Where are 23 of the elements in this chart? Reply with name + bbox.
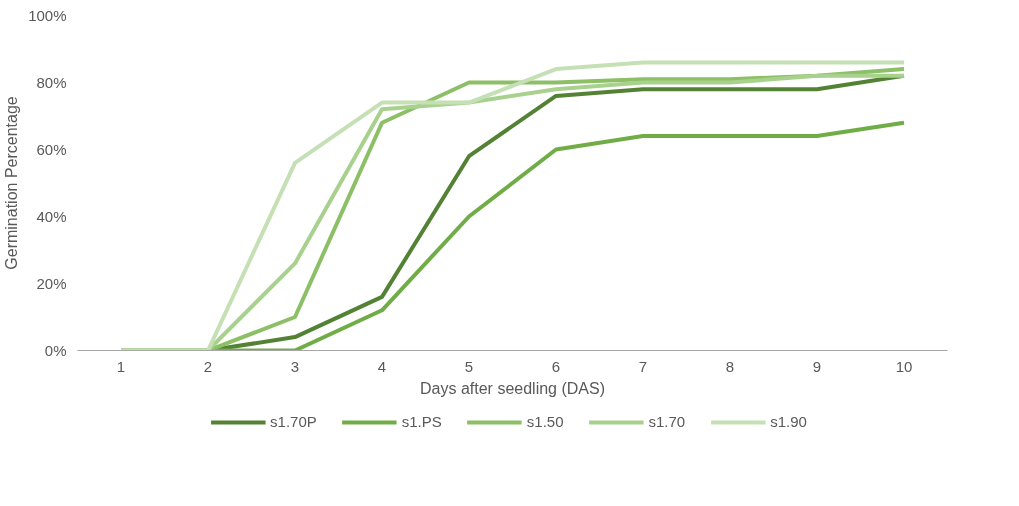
x-tick-label: 10 (895, 357, 913, 375)
y-tick-label: 100% (28, 7, 67, 24)
x-tick-label: 4 (377, 357, 387, 375)
legend-label: s1.50 (526, 413, 564, 430)
x-tick-label: 7 (638, 357, 648, 375)
x-tick-label: 8 (725, 357, 735, 375)
x-tick-label: 3 (290, 357, 300, 375)
legend-label: s1.90 (770, 413, 807, 430)
y-tick-label: 20% (36, 275, 67, 292)
y-tick-label: 60% (36, 141, 67, 158)
y-tick-label: 80% (36, 74, 67, 91)
legend-label: s1.70P (270, 413, 317, 430)
x-tick-label: 9 (812, 357, 822, 375)
x-tick-label: 1 (116, 357, 126, 375)
x-tick-label: 6 (551, 357, 561, 375)
legend-label: s1.70 (648, 413, 686, 430)
x-tick-label: 2 (203, 357, 213, 375)
y-axis-title: Germination Percentage (3, 96, 21, 270)
y-tick-label: 40% (36, 208, 67, 225)
y-tick-label: 0% (44, 342, 67, 359)
legend-label: s1.PS (401, 413, 442, 430)
x-tick-label: 5 (464, 357, 474, 375)
x-axis-title: Days after seedling (DAS) (420, 379, 605, 397)
